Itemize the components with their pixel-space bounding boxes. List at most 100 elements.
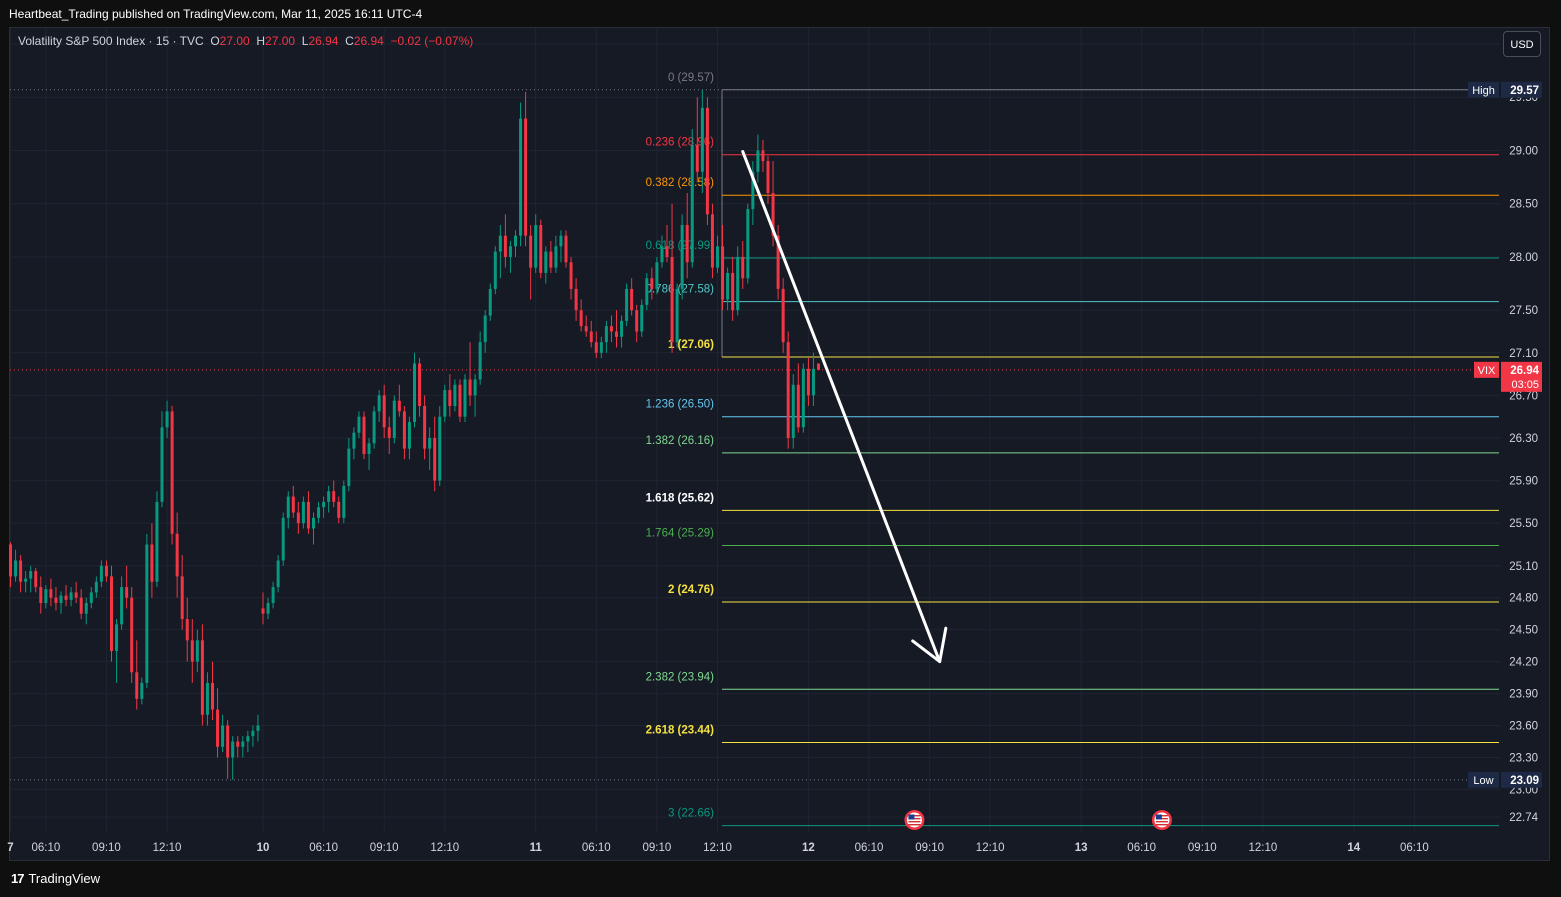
tradingview-logo[interactable]: 17 TradingView — [11, 871, 100, 886]
candle-body-98 — [503, 235, 507, 257]
candle-body-65 — [337, 501, 341, 518]
publish-header: Heartbeat_Trading published on TradingVi… — [9, 7, 423, 21]
candle-body-83 — [428, 437, 432, 449]
candle-body-79 — [407, 422, 411, 449]
tradingview-logo-icon: 17 — [11, 871, 25, 886]
time-tick-11: 12:10 — [703, 842, 732, 854]
candle-body-118 — [604, 326, 608, 343]
candle-body-154 — [786, 342, 790, 438]
fib-level-label-10: 2 (24.76) — [668, 584, 714, 596]
candle-body-80 — [413, 363, 416, 423]
candle-body-37 — [195, 640, 199, 662]
candle-body-41 — [216, 709, 220, 747]
candle-body-101 — [519, 118, 523, 236]
candle-body-74 — [382, 395, 386, 428]
candle-body-115 — [589, 331, 593, 343]
candle-body-45 — [236, 741, 240, 747]
candle-body-116 — [594, 342, 598, 353]
price-tick-6: 27.10 — [1509, 348, 1538, 360]
arrow-head[interactable] — [911, 626, 948, 664]
chart-pane[interactable] — [9, 27, 1550, 861]
candle-body-91 — [468, 379, 472, 396]
candle-body-124 — [635, 310, 639, 332]
candle-body-49 — [256, 725, 260, 731]
candle-body-139 — [710, 214, 714, 268]
symbol-legend[interactable]: Volatility S&P 500 Index · 15 · TVC O27.… — [18, 34, 473, 48]
marker-tag-0: High — [1472, 85, 1495, 97]
candle-body-92 — [473, 379, 477, 396]
candle-body-106 — [544, 251, 548, 273]
candle-body-85 — [438, 416, 442, 481]
candle-body-42 — [221, 725, 225, 747]
marker-value-bg-0 — [1501, 81, 1542, 98]
price-tick-5: 27.50 — [1509, 305, 1538, 317]
candle-body-56 — [291, 496, 295, 513]
candle-body-160 — [817, 363, 820, 370]
event-flag-stripe-1-2 — [1155, 821, 1168, 823]
candle-body-67 — [347, 448, 351, 486]
candle-body-72 — [372, 411, 376, 444]
marker-tag-1: Low — [1473, 775, 1493, 787]
candle-body-147 — [751, 171, 755, 210]
candle-body-84 — [433, 437, 437, 481]
price-tick-7: 26.70 — [1509, 390, 1538, 402]
candle-body-15 — [84, 603, 88, 614]
time-tick-19: 12:10 — [1249, 842, 1278, 854]
arrow-shaft[interactable] — [741, 150, 942, 664]
candle-body-126 — [645, 278, 649, 305]
us-flag-icon-0[interactable] — [904, 810, 925, 830]
price-tick-11: 25.10 — [1509, 561, 1538, 573]
candle-body-140 — [716, 246, 719, 268]
candle-body-82 — [423, 406, 427, 449]
candle-body-64 — [332, 491, 336, 502]
candle-body-44 — [231, 741, 235, 758]
candle-body-144 — [736, 256, 740, 311]
marker-value-bg-2 — [1501, 361, 1542, 392]
candle-body-38 — [200, 640, 204, 715]
candle-body-9 — [54, 597, 58, 604]
candle-body-135 — [690, 145, 694, 263]
marker-value-1: 23.09 — [1510, 775, 1539, 787]
candle-body-127 — [650, 278, 654, 289]
low-label: L — [301, 34, 309, 48]
trend-arrow — [741, 150, 948, 664]
price-tick-12: 24.80 — [1509, 593, 1538, 605]
candle-body-153 — [781, 288, 785, 343]
marker-value-2: 26.94 — [1510, 365, 1539, 377]
candle-body-13 — [74, 592, 78, 598]
event-flag-canton-1 — [1155, 814, 1162, 820]
symbol-name[interactable]: Volatility S&P 500 Index · 15 · TVC — [18, 34, 204, 48]
candle-body-145 — [741, 256, 745, 279]
time-tick-4: 10 — [257, 842, 270, 854]
candle-body-69 — [357, 416, 361, 433]
candle-body-46 — [241, 741, 245, 747]
candle-body-102 — [524, 118, 528, 236]
marker-tag-bg-0 — [1468, 81, 1499, 98]
time-tick-9: 06:10 — [582, 842, 611, 854]
candle-body-105 — [539, 225, 543, 273]
candle-body-156 — [796, 384, 800, 428]
close-value: 26.94 — [353, 34, 384, 48]
candle-body-113 — [579, 310, 583, 327]
candles — [9, 89, 820, 780]
candle-body-14 — [79, 597, 83, 614]
candle-body-61 — [317, 507, 321, 518]
currency-button[interactable]: USD — [1503, 31, 1541, 57]
candle-body-24 — [130, 597, 134, 673]
candle-body-76 — [392, 400, 396, 438]
us-flag-icon-1[interactable] — [1151, 810, 1172, 830]
candle-body-119 — [609, 326, 613, 332]
candle-body-103 — [529, 235, 533, 268]
candle-body-125 — [640, 304, 644, 332]
candle-body-35 — [185, 619, 189, 641]
candle-body-71 — [367, 443, 371, 454]
candle-body-63 — [327, 491, 331, 502]
candle-body-3 — [24, 578, 28, 582]
candle-body-97 — [498, 235, 502, 252]
marker-tag-2: VIX — [1478, 365, 1496, 377]
candle-body-22 — [120, 587, 124, 625]
fib-level-label-4: 0.786 (27.58) — [646, 284, 715, 296]
candle-body-19 — [104, 565, 108, 577]
candle-body-132 — [675, 288, 679, 343]
